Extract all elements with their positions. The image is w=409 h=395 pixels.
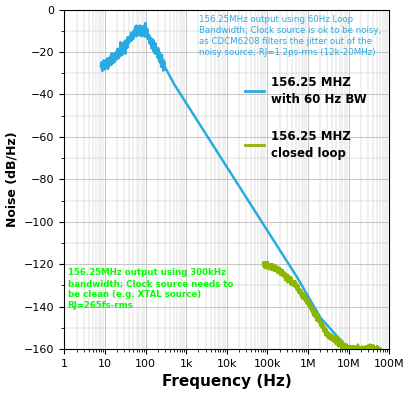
Text: 156.25 MHZ
with 60 Hz BW: 156.25 MHZ with 60 Hz BW [270, 76, 365, 106]
Text: 156.25MHz output using 300kHz
bandwidth; Clock source needs to
be clean (e.g. XT: 156.25MHz output using 300kHz bandwidth;… [67, 268, 232, 310]
Text: 156.25 MHZ
closed loop: 156.25 MHZ closed loop [270, 130, 350, 160]
X-axis label: Frequency (Hz): Frequency (Hz) [162, 374, 291, 389]
Text: 156.25MHz output using 60Hz Loop
Bandwidth; Clock source is ok to be noisy,
as C: 156.25MHz output using 60Hz Loop Bandwid… [199, 15, 380, 57]
Y-axis label: Noise (dB/Hz): Noise (dB/Hz) [6, 132, 18, 227]
